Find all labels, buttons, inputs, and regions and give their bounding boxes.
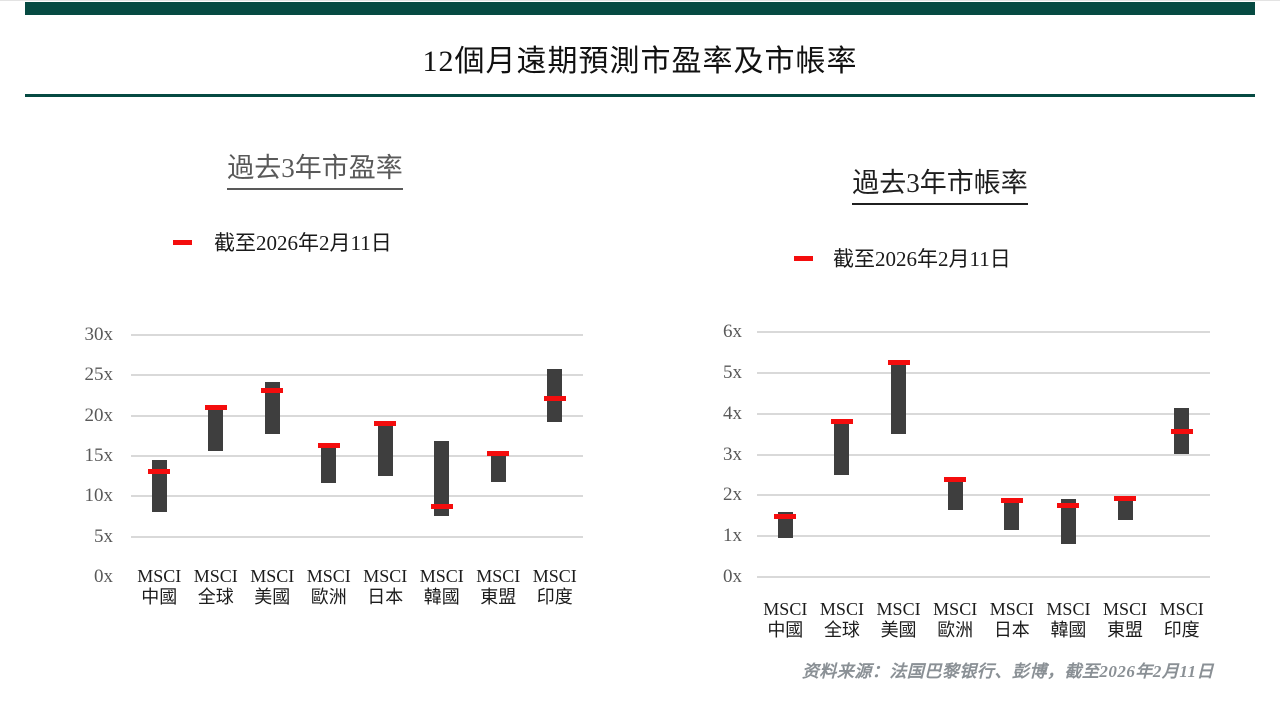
pb-gridline-6x bbox=[757, 331, 1210, 333]
page-title: 12個月遠期預測市盈率及市帳率 bbox=[422, 45, 858, 78]
pe-category-label-8: MSCI 印度 bbox=[532, 566, 577, 607]
pe-gridline-5x bbox=[131, 535, 583, 538]
pb-current-marker-8 bbox=[1170, 429, 1193, 435]
pe-y-tick-20x: 20x bbox=[84, 404, 114, 426]
pb-category-label-6: MSCI 韓國 bbox=[1046, 599, 1091, 640]
pe-current-marker-4 bbox=[317, 442, 340, 448]
pe-chart-title: 過去3年市盈率 bbox=[155, 146, 475, 190]
pb-category-label-8: MSCI 印度 bbox=[1159, 599, 1204, 640]
pb-current-marker-3 bbox=[887, 359, 910, 365]
pe-current-marker-8 bbox=[543, 395, 566, 401]
pe-range-bar-1 bbox=[151, 460, 167, 512]
pb-gridline-2x bbox=[757, 494, 1210, 497]
pe-range-bar-2 bbox=[208, 405, 224, 452]
pe-gridline-10x bbox=[131, 495, 583, 498]
source-note: 资料来源：法国巴黎银行、彭博，截至2026年2月11日 bbox=[801, 662, 1214, 681]
pe-current-marker-6 bbox=[430, 503, 453, 509]
pb-y-tick-4x: 4x bbox=[723, 402, 742, 424]
pe-y-tick-10x: 10x bbox=[84, 485, 114, 507]
pe-category-label-1: MSCI 中國 bbox=[137, 566, 182, 607]
pb-current-marker-5 bbox=[1000, 498, 1023, 504]
pb-legend-red-dash-icon bbox=[794, 256, 813, 261]
pb-y-tick-0x: 0x bbox=[723, 566, 742, 587]
pb-gridline-1x bbox=[757, 535, 1210, 538]
pe-y-tick-15x: 15x bbox=[84, 445, 114, 466]
pb-range-bar-3 bbox=[891, 364, 907, 435]
pb-range-bar-6 bbox=[1060, 499, 1076, 545]
pb-gridline-0x bbox=[757, 576, 1210, 578]
pb-range-bar-5 bbox=[1004, 499, 1020, 531]
pb-range-bar-4 bbox=[947, 479, 963, 510]
pe-category-label-4: MSCI 歐洲 bbox=[306, 566, 351, 607]
pe-current-marker-7 bbox=[487, 451, 510, 457]
pb-range-bar-2 bbox=[834, 421, 850, 475]
pe-range-bar-7 bbox=[490, 453, 506, 482]
pe-current-marker-2 bbox=[204, 404, 227, 410]
pb-chart-title: 過去3年市帳率 bbox=[780, 161, 1100, 205]
pe-current-marker-1 bbox=[148, 469, 171, 475]
pb-legend-label: 截至2026年2月11日 bbox=[833, 247, 1011, 271]
pe-range-bar-6 bbox=[434, 440, 450, 517]
pe-category-label-5: MSCI 日本 bbox=[363, 566, 408, 607]
pb-category-label-3: MSCI 美國 bbox=[876, 599, 921, 640]
pb-y-tick-3x: 3x bbox=[723, 443, 742, 465]
pe-y-tick-25x: 25x bbox=[84, 364, 114, 386]
pe-gridline-15x bbox=[131, 455, 583, 457]
pe-range-bar-4 bbox=[321, 444, 337, 483]
pe-legend-red-dash-icon bbox=[173, 240, 192, 245]
pe-legend-label: 截至2026年2月11日 bbox=[214, 231, 392, 255]
pb-current-marker-4 bbox=[944, 476, 967, 482]
pb-current-marker-7 bbox=[1114, 496, 1137, 502]
pb-gridline-3x bbox=[757, 453, 1210, 456]
pe-gridline-20x bbox=[131, 414, 583, 417]
pe-y-tick-0x: 0x bbox=[94, 566, 113, 587]
pb-y-tick-1x: 1x bbox=[723, 525, 742, 547]
pb-category-label-5: MSCI 日本 bbox=[989, 599, 1034, 640]
pe-gridline-30x bbox=[131, 334, 583, 336]
pe-y-tick-5x: 5x bbox=[94, 525, 113, 547]
pe-current-marker-3 bbox=[261, 388, 284, 394]
pe-category-label-7: MSCI 東盟 bbox=[476, 566, 521, 607]
pb-category-label-1: MSCI 中國 bbox=[763, 599, 808, 640]
pb-current-marker-1 bbox=[774, 513, 797, 519]
pb-category-label-2: MSCI 全球 bbox=[819, 599, 864, 640]
pb-y-tick-6x: 6x bbox=[723, 321, 742, 342]
pe-category-label-3: MSCI 美國 bbox=[250, 566, 295, 607]
pe-current-marker-5 bbox=[374, 420, 397, 426]
pe-gridline-25x bbox=[131, 374, 583, 377]
pe-range-bar-3 bbox=[264, 381, 280, 435]
pe-category-label-2: MSCI 全球 bbox=[193, 566, 238, 607]
pe-range-bar-8 bbox=[547, 368, 563, 423]
pe-range-bar-5 bbox=[377, 421, 393, 477]
pe-category-label-6: MSCI 韓國 bbox=[419, 566, 464, 607]
pb-gridline-5x bbox=[757, 371, 1210, 374]
page-top-edge bbox=[0, 0, 1280, 1]
title-divider-rule bbox=[25, 94, 1255, 97]
accent-top-bar bbox=[25, 2, 1255, 15]
pb-category-label-7: MSCI 東盟 bbox=[1103, 599, 1148, 640]
pb-range-bar-7 bbox=[1117, 499, 1133, 520]
pb-current-marker-2 bbox=[830, 418, 853, 424]
pe-y-tick-30x: 30x bbox=[84, 324, 114, 345]
pb-category-label-4: MSCI 歐洲 bbox=[933, 599, 978, 640]
pb-y-tick-2x: 2x bbox=[723, 484, 742, 506]
pb-current-marker-6 bbox=[1057, 502, 1080, 508]
pb-y-tick-5x: 5x bbox=[723, 361, 742, 383]
pb-gridline-4x bbox=[757, 412, 1210, 415]
